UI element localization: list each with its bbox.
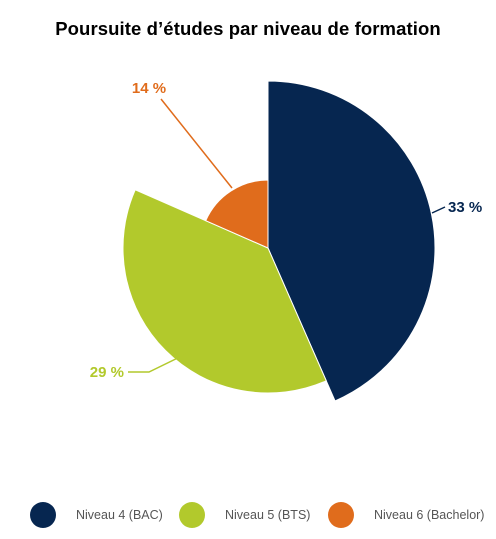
value-label-niveau-5: 29 % bbox=[90, 364, 124, 381]
pie-slice-niveau-4[interactable] bbox=[267, 80, 436, 402]
value-label-niveau-4: 33 % bbox=[448, 199, 482, 216]
legend-label-niveau-5: Niveau 5 (BTS) bbox=[225, 508, 311, 522]
pie-slice-niveau-5[interactable] bbox=[122, 189, 327, 394]
legend-item-niveau-4[interactable]: Niveau 4 (BAC) bbox=[30, 498, 163, 532]
leader-line-niveau-4 bbox=[431, 206, 446, 214]
legend-label-niveau-4: Niveau 4 (BAC) bbox=[76, 508, 163, 522]
value-label-niveau-6: 14 % bbox=[132, 80, 166, 97]
chart-legend: Niveau 4 (BAC) Niveau 5 (BTS) Niveau 6 (… bbox=[0, 498, 496, 532]
pie-slice-niveau-6[interactable] bbox=[205, 179, 269, 249]
legend-swatch-niveau-4 bbox=[30, 502, 56, 528]
legend-label-niveau-6: Niveau 6 (Bachelor) bbox=[374, 508, 485, 522]
legend-item-niveau-5[interactable]: Niveau 5 (BTS) bbox=[179, 498, 310, 532]
leader-line-niveau-5 bbox=[128, 351, 191, 373]
legend-item-niveau-6[interactable]: Niveau 6 (Bachelor) bbox=[328, 498, 484, 532]
legend-swatch-niveau-5 bbox=[179, 502, 205, 528]
leader-line-niveau-6 bbox=[160, 98, 233, 189]
legend-swatch-niveau-6 bbox=[328, 502, 354, 528]
pie-chart: 33 % 29 % 14 % bbox=[90, 80, 482, 402]
chart-title: Poursuite d’études par niveau de formati… bbox=[55, 18, 441, 39]
